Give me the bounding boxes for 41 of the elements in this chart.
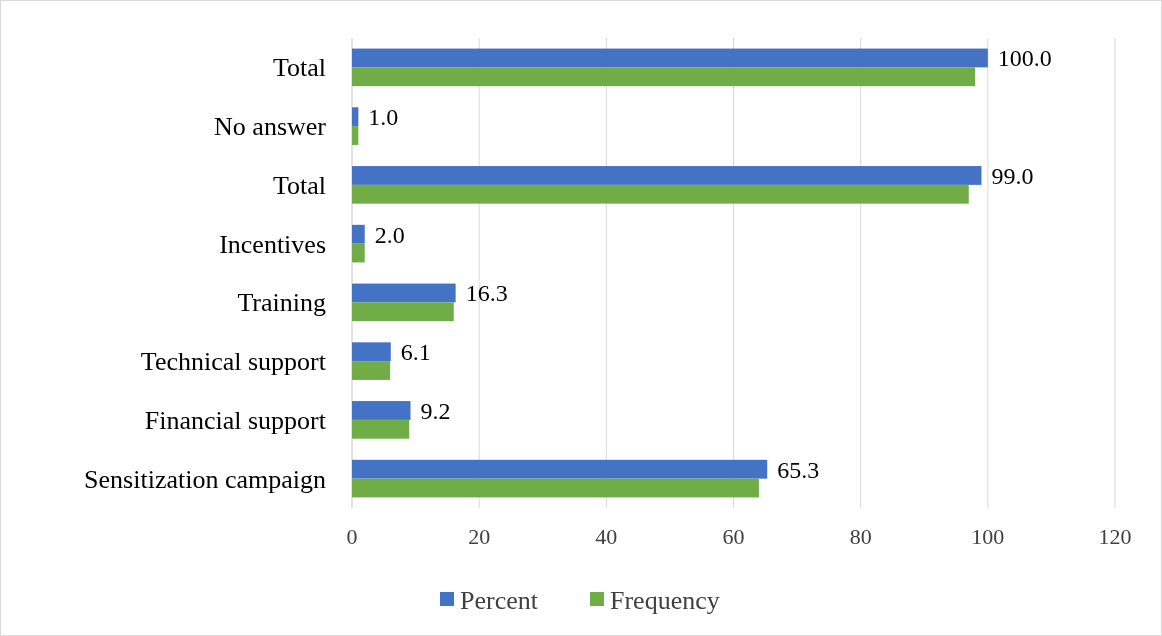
y-tick-label: No answer (214, 112, 327, 142)
bar (352, 184, 969, 204)
data-label: 9.2 (420, 397, 451, 424)
legend-label: Percent (460, 586, 539, 616)
x-tick-label: 120 (1098, 524, 1132, 549)
bar (352, 342, 391, 362)
y-tick-label: Incentives (219, 229, 326, 259)
y-tick-label: Training (237, 288, 326, 318)
bar (352, 419, 410, 439)
data-label: 100.0 (997, 45, 1052, 72)
bar (352, 107, 359, 127)
bar (352, 67, 976, 87)
bar (352, 401, 411, 420)
bar (352, 243, 365, 263)
x-tick-label: 100 (971, 524, 1005, 549)
data-label: 65.3 (777, 456, 820, 483)
y-tick-label: Technical support (140, 347, 327, 377)
bar (352, 126, 359, 145)
data-label: 2.0 (374, 221, 405, 248)
bar (352, 478, 759, 498)
x-tick-label: 60 (722, 524, 745, 549)
bar (352, 302, 454, 322)
bar (352, 459, 768, 479)
data-label: 16.3 (465, 280, 508, 307)
y-tick-label: Total (272, 53, 326, 83)
data-label: 6.1 (400, 339, 431, 366)
y-tick-label: Total (272, 170, 326, 200)
x-tick-label: 0 (346, 524, 358, 549)
data-label: 99.0 (991, 162, 1034, 189)
bar (352, 48, 988, 68)
x-tick-label: 40 (595, 524, 618, 549)
x-tick-label: 80 (849, 524, 872, 549)
bar (352, 166, 982, 185)
legend-label: Frequency (610, 586, 720, 616)
x-tick-label: 20 (468, 524, 491, 549)
bar (352, 361, 391, 380)
bar (352, 283, 456, 303)
y-tick-label: Financial support (144, 405, 327, 435)
bar (352, 224, 365, 244)
data-label: 1.0 (368, 104, 399, 131)
y-tick-label: Sensitization campaign (84, 464, 326, 494)
